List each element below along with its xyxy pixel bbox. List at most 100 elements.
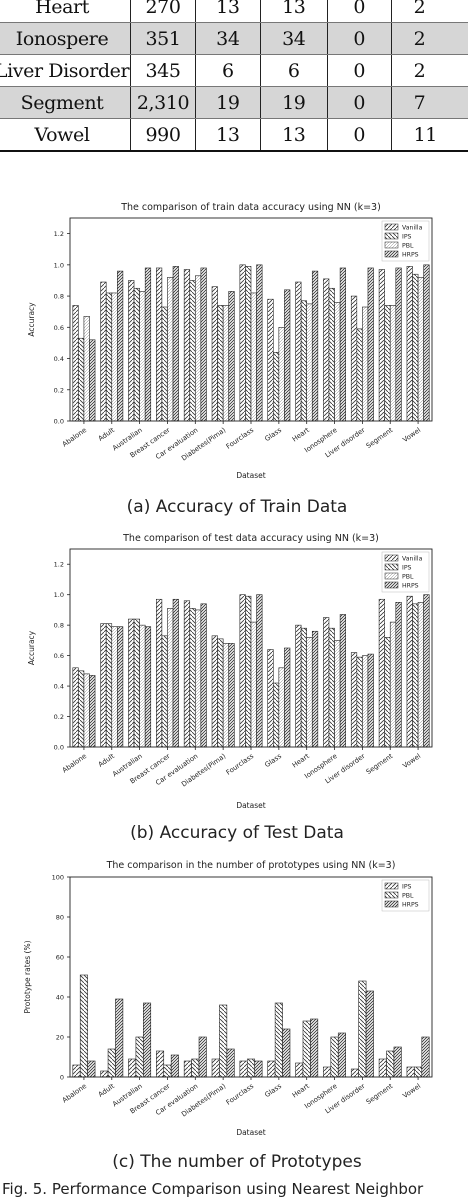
bar-pbl bbox=[278, 667, 285, 748]
table-cell-value: 34 bbox=[260, 22, 328, 55]
legend-swatch bbox=[384, 250, 399, 258]
bar-pbl bbox=[111, 626, 118, 748]
bar-pbl bbox=[386, 1050, 395, 1078]
legend-label: IPS bbox=[402, 565, 412, 572]
bar-pbl bbox=[389, 621, 397, 748]
bar-hrps bbox=[395, 602, 402, 748]
bar-hrps bbox=[282, 1028, 291, 1078]
bar-ips bbox=[412, 273, 419, 422]
bar-hrps bbox=[337, 1032, 346, 1078]
bar-pbl bbox=[306, 637, 313, 748]
bar-pbl bbox=[358, 980, 367, 1078]
bar-ips bbox=[356, 328, 363, 422]
bar-ips bbox=[272, 351, 280, 422]
legend-label: IPS bbox=[402, 234, 412, 241]
bar-ips bbox=[72, 1064, 81, 1078]
x-tick-label: Heart bbox=[291, 752, 311, 770]
train-accuracy-svg: The comparison of train data accuracy us… bbox=[27, 202, 433, 480]
bar-pbl bbox=[222, 643, 230, 748]
x-tick-label: Adult bbox=[97, 1082, 116, 1099]
x-tick-label: Heart bbox=[291, 1082, 311, 1100]
bar-ips bbox=[211, 1058, 220, 1078]
table-cell-value: 34 bbox=[195, 22, 261, 55]
bar-vanilla bbox=[350, 295, 358, 422]
x-tick-label: Vowel bbox=[401, 752, 422, 770]
bar-hrps bbox=[254, 1060, 263, 1078]
bar-vanilla bbox=[295, 281, 302, 422]
figure-caption: Fig. 5. Performance Comparison using Nea… bbox=[2, 1180, 424, 1198]
bar-ips bbox=[161, 635, 168, 748]
bar-hrps bbox=[310, 1018, 319, 1078]
y-tick-label: 1.2 bbox=[54, 561, 64, 569]
x-tick-label: Adult bbox=[97, 752, 116, 769]
bar-ips bbox=[384, 305, 391, 422]
bar-pbl bbox=[250, 621, 257, 748]
bar-ips bbox=[300, 300, 307, 422]
bar-pbl bbox=[417, 277, 424, 422]
bar-hrps bbox=[89, 339, 96, 422]
bar-ips bbox=[217, 638, 224, 748]
bar-hrps bbox=[423, 264, 430, 422]
bar-pbl bbox=[191, 1058, 200, 1078]
bar-hrps bbox=[393, 1046, 402, 1078]
y-tick-label: 1.0 bbox=[54, 591, 64, 599]
table-cell-value: 13 bbox=[195, 0, 261, 23]
bar-ips bbox=[384, 637, 391, 748]
x-tick-label: Abalone bbox=[61, 426, 88, 448]
table-row: Vowel 990 13 13 0 11 bbox=[0, 118, 468, 152]
table-cell-value: 0 bbox=[327, 0, 392, 23]
table-row: Ionospere 351 34 34 0 2 bbox=[0, 22, 468, 55]
y-axis-label: Prototype rates (%) bbox=[23, 940, 32, 1013]
y-tick-label: 20 bbox=[56, 1034, 64, 1042]
y-tick-label: 40 bbox=[56, 994, 64, 1002]
x-tick-label: Glass bbox=[263, 752, 283, 769]
plot-frame bbox=[69, 876, 433, 1078]
legend-swatch bbox=[384, 891, 399, 899]
bar-hrps bbox=[170, 1054, 179, 1078]
bar-hrps bbox=[284, 289, 291, 422]
table-cell-value: 19 bbox=[195, 86, 261, 119]
bar-ips bbox=[183, 1060, 192, 1078]
bar-pbl bbox=[195, 609, 202, 748]
bar-ips bbox=[328, 287, 335, 422]
bar-hrps bbox=[172, 266, 179, 422]
table-cell-value: 2 bbox=[391, 0, 468, 23]
bar-ips bbox=[133, 287, 140, 422]
x-tick-label: Vowel bbox=[401, 426, 422, 444]
bar-pbl bbox=[219, 1004, 228, 1078]
x-tick-label: Heart bbox=[291, 426, 311, 444]
bar-hrps bbox=[198, 1036, 207, 1078]
bar-ips bbox=[245, 595, 252, 748]
table-cell-dataset: Liver Disorder bbox=[0, 54, 132, 87]
table-cell-value: 2 bbox=[391, 22, 468, 55]
bar-vanilla bbox=[406, 266, 413, 422]
bar-hrps bbox=[226, 1048, 235, 1078]
legend-swatch bbox=[384, 882, 399, 890]
bar-pbl bbox=[274, 1002, 283, 1078]
bar-ips bbox=[272, 682, 280, 748]
bar-pbl bbox=[167, 277, 174, 422]
table-row: Segment 2,310 19 19 0 7 bbox=[0, 86, 468, 119]
bar-pbl bbox=[302, 1020, 311, 1078]
caption-prototypes: (c) The number of Prototypes bbox=[112, 1152, 362, 1172]
bar-hrps bbox=[144, 267, 152, 422]
y-tick-label: 0.6 bbox=[54, 324, 64, 332]
bar-pbl bbox=[389, 305, 397, 422]
bar-vanilla bbox=[350, 652, 358, 748]
test-accuracy-svg: The comparison of test data accuracy usi… bbox=[27, 533, 433, 810]
table-cell-value: 2 bbox=[391, 54, 468, 87]
train-accuracy-chart: The comparison of train data accuracy us… bbox=[0, 196, 474, 492]
bar-vanilla bbox=[183, 600, 191, 748]
y-tick-label: 0.0 bbox=[54, 418, 64, 426]
bar-ips bbox=[128, 1058, 137, 1078]
bar-pbl bbox=[83, 316, 90, 422]
bar-vanilla bbox=[211, 286, 218, 422]
bar-hrps bbox=[311, 630, 319, 748]
legend-label: HRPS bbox=[402, 902, 419, 909]
y-tick-label: 0.6 bbox=[54, 652, 64, 660]
bar-hrps bbox=[311, 270, 319, 422]
y-axis-label: Accuracy bbox=[27, 630, 36, 665]
legend-swatch bbox=[384, 581, 399, 589]
bar-ips bbox=[105, 623, 113, 748]
bar-hrps bbox=[144, 626, 152, 748]
